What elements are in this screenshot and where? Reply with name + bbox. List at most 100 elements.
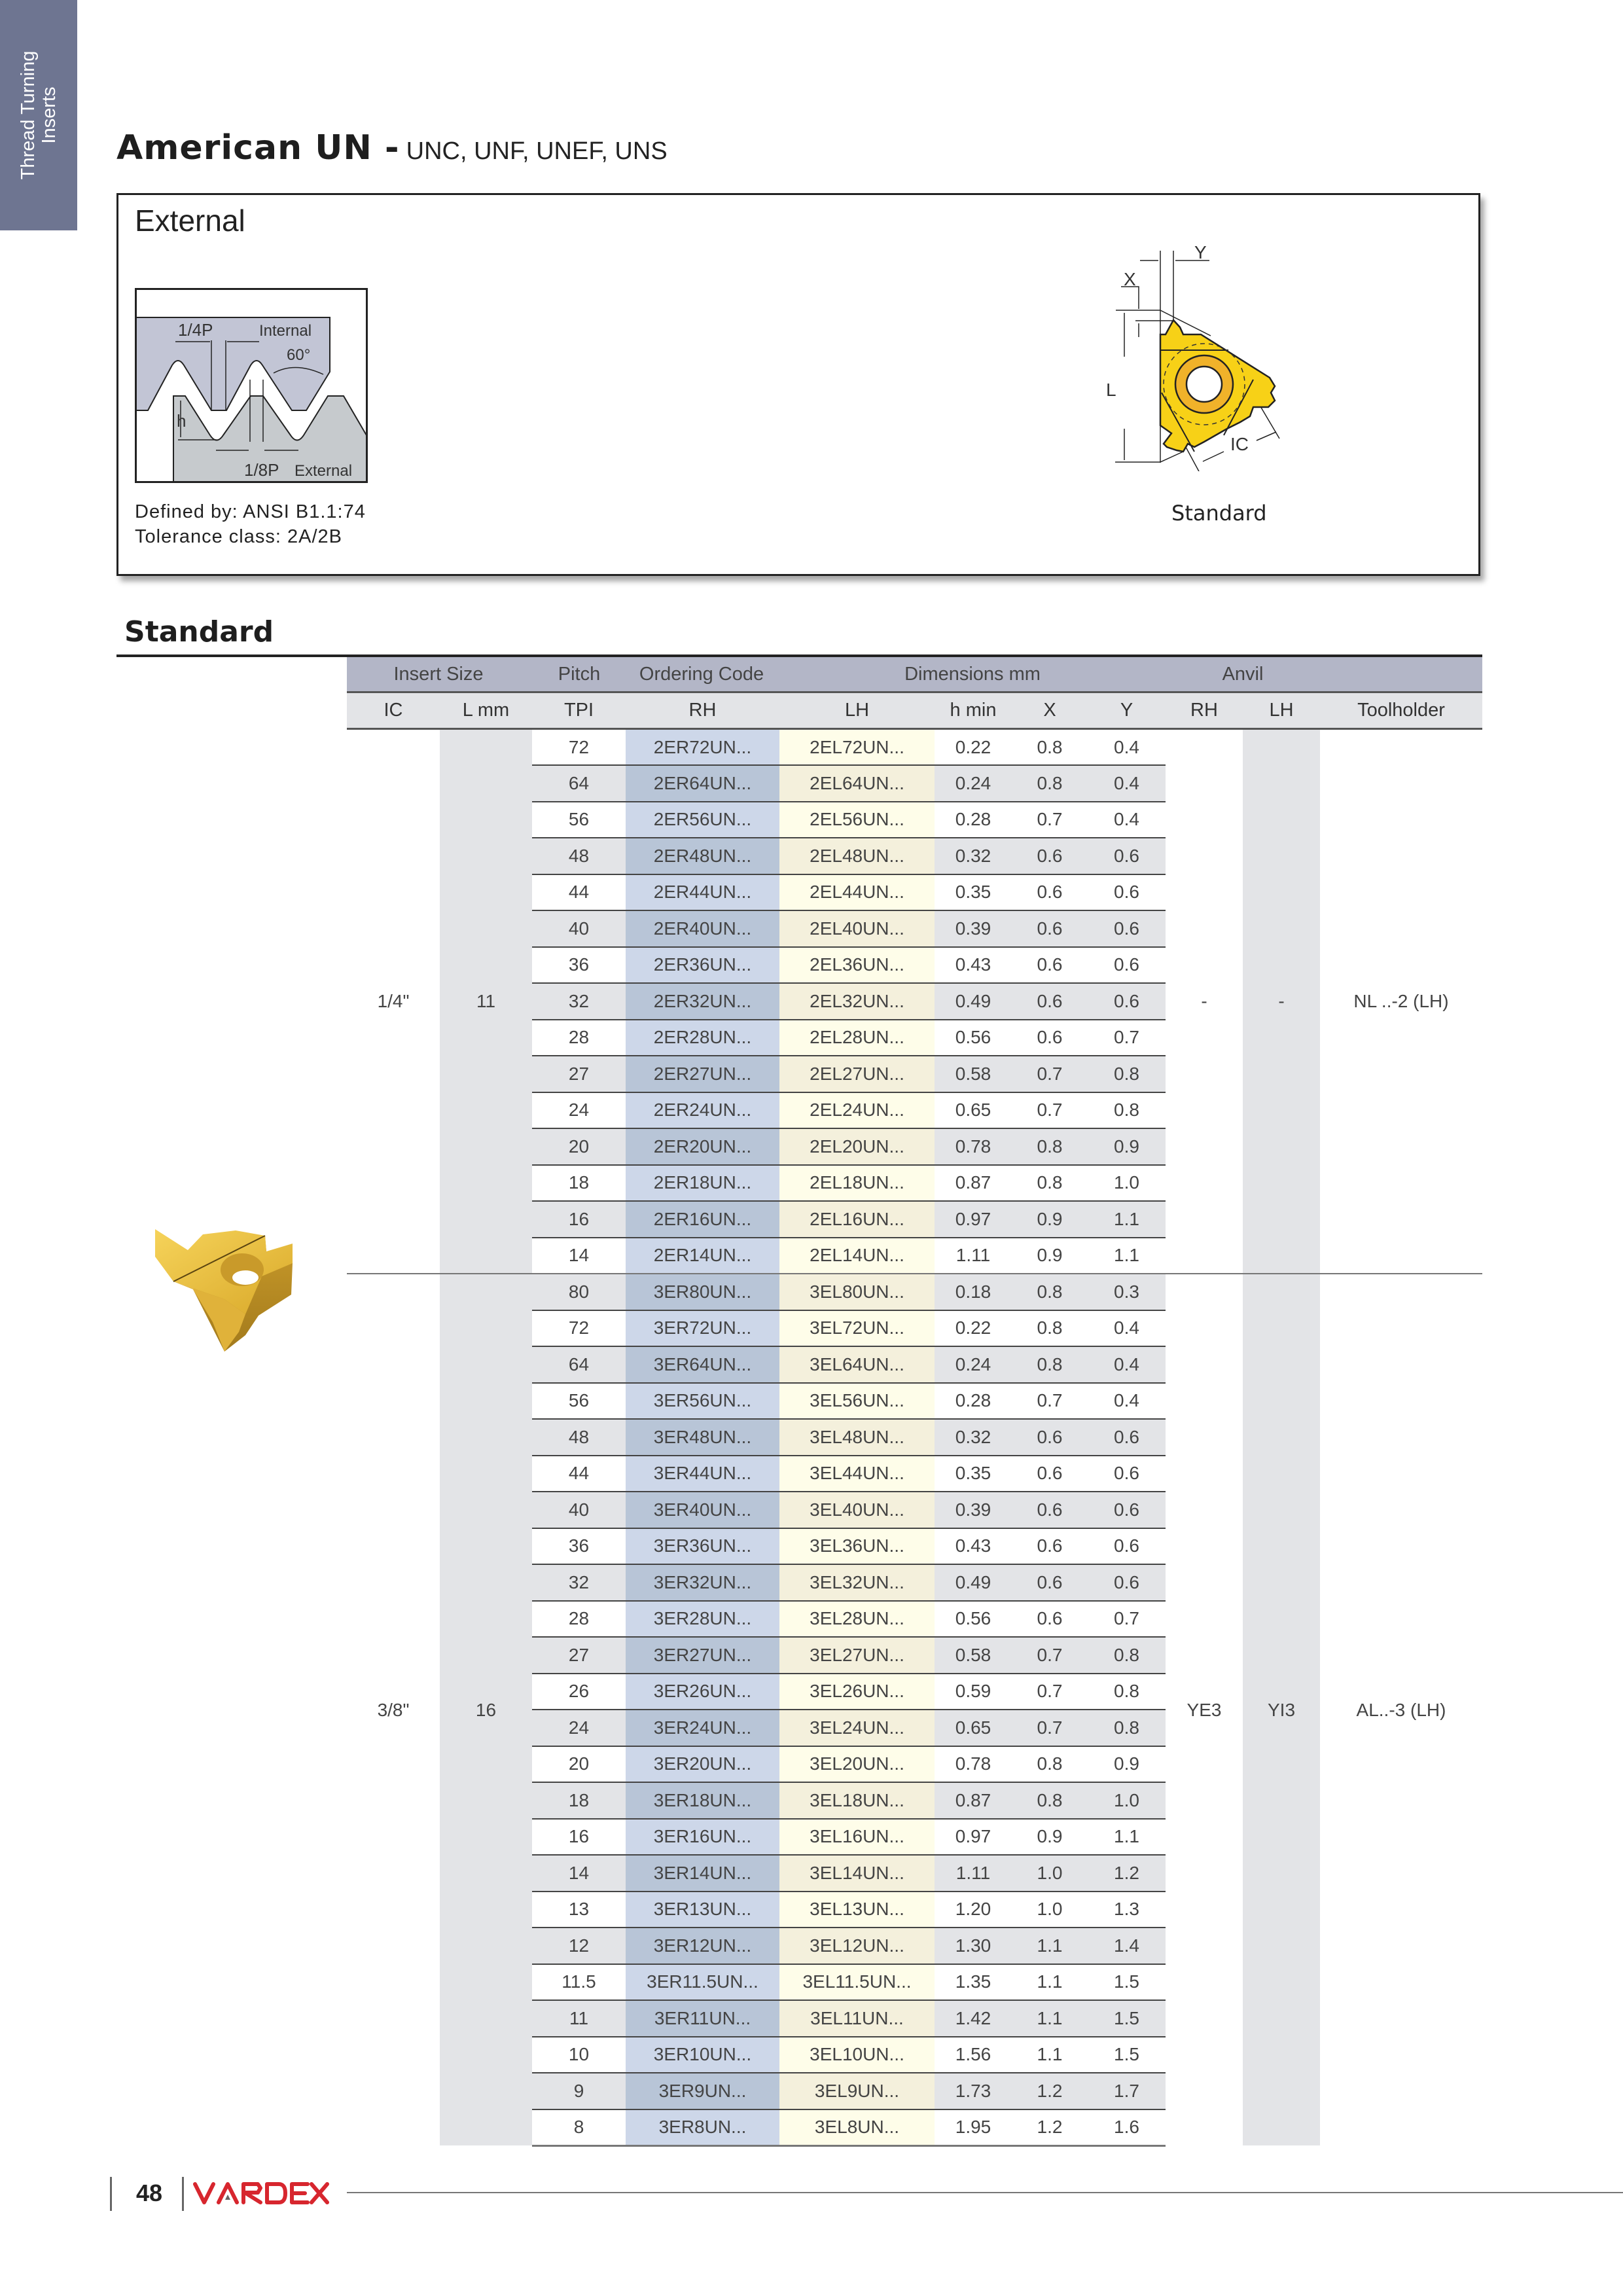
h-min-cell: 0.32 xyxy=(935,837,1012,874)
column-header-toolholder: Toolholder xyxy=(1320,693,1482,730)
ordering-lh-cell: 2EL72UN... xyxy=(779,728,935,765)
table-row: 1/4" 11 72 2ER72UN... 2EL72UN... 0.22 0.8 0.4- -… xyxy=(347,728,1482,1274)
column-header-ordering-lh: LH xyxy=(779,693,935,730)
column-header-anvil-rh: RH xyxy=(1166,693,1243,730)
tpi-cell: 11 xyxy=(532,2000,626,2037)
h-min-cell: 0.56 xyxy=(935,1018,1012,1056)
y-cell: 0.8 xyxy=(1088,1055,1166,1092)
table-row: 3/8" 16 80 3ER80UN... 3EL80UN... 0.18 0.8 0.3 YE… xyxy=(347,1273,1482,2145)
x-cell: 0.8 xyxy=(1012,728,1088,765)
y-cell: 0.6 xyxy=(1088,1491,1166,1528)
h-min-cell: 0.97 xyxy=(935,1200,1012,1238)
y-cell: 1.1 xyxy=(1088,1818,1166,1855)
tpi-cell: 27 xyxy=(532,1055,626,1092)
h-min-cell: 1.35 xyxy=(935,1963,1012,2000)
x-cell: 0.7 xyxy=(1012,1672,1088,1710)
section-tab: Thread Turning Inserts xyxy=(0,0,77,230)
ordering-rh-cell: 3ER11.5UN... xyxy=(626,1963,779,2000)
y-cell: 0.7 xyxy=(1088,1018,1166,1056)
footer-divider xyxy=(110,2177,112,2211)
x-cell: 0.7 xyxy=(1012,1636,1088,1674)
y-cell: 0.8 xyxy=(1088,1636,1166,1674)
defined-by: Defined by: ANSI B1.1:74 xyxy=(135,501,366,522)
insert-data-table: IC L mm TPI RH LH h min X Y RH LH Toolholder 1/4" 1… xyxy=(347,693,1482,2147)
x-cell: 0.6 xyxy=(1012,873,1088,910)
section-tab-line1: Thread Turning xyxy=(18,50,39,180)
ordering-lh-cell: 3EL11.5UN... xyxy=(779,1963,935,2000)
l-mm-cell: 16 xyxy=(440,1273,532,2145)
column-header-tpi: TPI xyxy=(532,693,626,730)
y-cell: 1.0 xyxy=(1088,1164,1166,1201)
x-cell: 1.1 xyxy=(1012,1927,1088,1964)
ordering-rh-cell: 3ER44UN... xyxy=(626,1454,779,1492)
ordering-rh-cell: 2ER64UN... xyxy=(626,764,779,802)
ordering-lh-cell: 3EL72UN... xyxy=(779,1309,935,1346)
table-row: 10 3ER10UN... 3EL10UN... 1.56 1.1 1.5 xyxy=(347,2036,1482,2073)
x-cell: 0.9 xyxy=(1012,1200,1088,1238)
table-row: 13 3ER13UN... 3EL13UN... 1.20 1.0 1.3 xyxy=(347,1890,1482,1928)
section-tab-line2: Inserts xyxy=(39,86,60,144)
table-row: 14 2ER14UN... 2EL14UN... 1.11 0.9 1.1 xyxy=(347,1236,1482,1274)
table-row: 28 2ER28UN... 2EL28UN... 0.56 0.6 0.7 xyxy=(347,1018,1482,1056)
x-cell: 0.7 xyxy=(1012,1091,1088,1128)
h-min-cell: 0.18 xyxy=(935,1273,1012,1310)
x-cell: 1.2 xyxy=(1012,2072,1088,2109)
l-mm-cell: 11 xyxy=(440,728,532,1274)
h-min-cell: 0.39 xyxy=(935,910,1012,947)
ordering-lh-cell: 2EL32UN... xyxy=(779,982,935,1020)
insert-product-image xyxy=(155,1229,293,1352)
external-thread-shape xyxy=(173,395,367,482)
table-row: 44 3ER44UN... 3EL44UN... 0.35 0.6 0.6 xyxy=(347,1454,1482,1492)
page-number: 48 xyxy=(136,2179,163,2206)
x-cell: 1.1 xyxy=(1012,2000,1088,2037)
h-min-cell: 1.73 xyxy=(935,2072,1012,2109)
internal-thread-shape xyxy=(135,317,330,411)
ordering-lh-cell: 2EL14UN... xyxy=(779,1236,935,1274)
ordering-lh-cell: 3EL9UN... xyxy=(779,2072,935,2109)
ordering-rh-cell: 3ER10UN... xyxy=(626,2036,779,2073)
tpi-cell: 80 xyxy=(532,1273,626,1310)
y-cell: 0.4 xyxy=(1088,800,1166,838)
ordering-lh-cell: 2EL27UN... xyxy=(779,1055,935,1092)
h-min-cell: 1.56 xyxy=(935,2036,1012,2073)
table-row: 16 2ER16UN... 2EL16UN... 0.97 0.9 1.1 xyxy=(347,1200,1482,1238)
y-dim-label: Y xyxy=(1194,242,1207,262)
tpi-cell: 40 xyxy=(532,910,626,947)
group-header-dimensions: Dimensions mm xyxy=(904,664,1041,685)
tpi-cell: 18 xyxy=(532,1164,626,1201)
ordering-lh-cell: 3EL13UN... xyxy=(779,1890,935,1928)
h-min-cell: 0.43 xyxy=(935,1527,1012,1564)
table-row: 64 2ER64UN... 2EL64UN... 0.24 0.8 0.4 xyxy=(347,764,1482,802)
y-cell: 1.5 xyxy=(1088,2000,1166,2037)
ordering-lh-cell: 3EL20UN... xyxy=(779,1745,935,1782)
y-cell: 0.3 xyxy=(1088,1273,1166,1310)
y-cell: 0.6 xyxy=(1088,1418,1166,1456)
x-cell: 0.8 xyxy=(1012,764,1088,802)
ordering-lh-cell: 3EL10UN... xyxy=(779,2036,935,2073)
tpi-cell: 14 xyxy=(532,1854,626,1892)
ordering-lh-cell: 3EL80UN... xyxy=(779,1273,935,1310)
ordering-lh-cell: 2EL64UN... xyxy=(779,764,935,802)
h-min-cell: 1.30 xyxy=(935,1927,1012,1964)
ordering-rh-cell: 2ER72UN... xyxy=(626,728,779,765)
ordering-rh-cell: 2ER14UN... xyxy=(626,1236,779,1274)
y-cell: 0.6 xyxy=(1088,1527,1166,1564)
ordering-rh-cell: 2ER28UN... xyxy=(626,1018,779,1056)
ordering-lh-cell: 3EL44UN... xyxy=(779,1454,935,1492)
section-heading: Standard xyxy=(124,615,274,649)
tpi-cell: 9 xyxy=(532,2072,626,2109)
column-header-h-min: h min xyxy=(935,693,1012,730)
h-min-cell: 0.24 xyxy=(935,1346,1012,1383)
ordering-rh-cell: 3ER56UN... xyxy=(626,1382,779,1419)
h-min-cell: 0.32 xyxy=(935,1418,1012,1456)
ordering-lh-cell: 3EL36UN... xyxy=(779,1527,935,1564)
ordering-lh-cell: 2EL48UN... xyxy=(779,837,935,874)
anvil-rh-cell: - xyxy=(1166,728,1243,1274)
y-cell: 0.6 xyxy=(1088,873,1166,910)
y-cell: 1.7 xyxy=(1088,2072,1166,2109)
h-min-cell: 1.11 xyxy=(935,1854,1012,1892)
h-min-cell: 0.65 xyxy=(935,1709,1012,1746)
y-cell: 1.4 xyxy=(1088,1927,1166,1964)
tpi-cell: 27 xyxy=(532,1636,626,1674)
y-cell: 0.6 xyxy=(1088,1454,1166,1492)
